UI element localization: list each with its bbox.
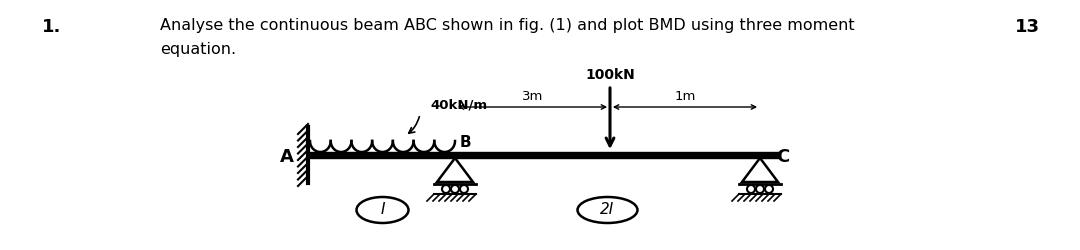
Text: 40kN/m: 40kN/m [430,99,487,112]
Text: 2I: 2I [600,202,615,218]
Text: 1m: 1m [674,90,696,103]
Text: 3m: 3m [522,90,543,103]
Text: 13: 13 [1015,18,1040,36]
Text: B: B [460,135,472,150]
Text: A: A [280,148,294,166]
Text: Analyse the continuous beam ABC shown in fig. (1) and plot BMD using three momen: Analyse the continuous beam ABC shown in… [160,18,854,33]
Text: I: I [380,202,384,218]
Text: C: C [777,148,789,166]
Text: 1.: 1. [42,18,62,36]
Text: equation.: equation. [160,42,237,57]
Text: 100kN: 100kN [585,68,635,82]
